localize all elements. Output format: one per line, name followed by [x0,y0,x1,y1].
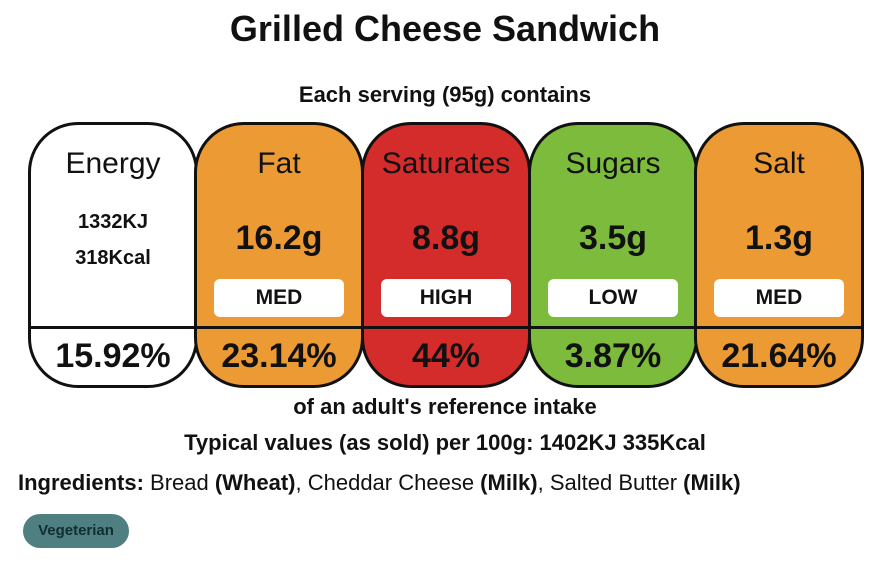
nutrient-percent: 21.64% [721,337,837,375]
typical-values: Typical values (as sold) per 100g: 1402K… [184,430,706,455]
card-divider [197,326,361,329]
vegetarian-tag[interactable]: Vegeterian [23,514,129,548]
page-title: Grilled Cheese Sandwich [229,8,661,49]
nutrient-value: 16.2g [235,219,323,257]
nutrient-percent: 15.92% [55,337,171,375]
nutrition-cards: Energy 1332KJ 318Kcal 15.92% Fat 16.2g M… [28,122,864,388]
level-badge: HIGH [381,279,511,317]
nutrient-name: Salt [753,147,805,180]
level-badge: MED [714,279,844,317]
fat-card: Fat 16.2g MED 23.14% [194,122,364,388]
nutrient-value: 1.3g [744,219,814,257]
energy-card: Energy 1332KJ 318Kcal 15.92% [28,122,198,388]
card-divider [31,326,195,329]
nutrient-percent: 23.14% [221,337,337,375]
allergen-text: (Milk) [480,470,538,495]
saturates-card: Saturates 8.8g HIGH 44% [361,122,531,388]
serving-info: Each serving (95g) contains [298,82,592,107]
card-divider [364,326,528,329]
level-badge: LOW [548,279,678,317]
ingredients-label: Ingredients: [18,470,144,495]
level-badge: MED [214,279,344,317]
nutrient-name: Sugars [565,147,661,180]
card-divider [697,326,861,329]
nutrient-value: 3.5g [578,219,648,257]
ingredients-line: Ingredients: Bread (Wheat), Cheddar Chee… [18,470,878,496]
energy-kcal: 318Kcal [75,247,151,269]
nutrient-name: Fat [257,147,301,180]
nutrient-name: Saturates [381,147,511,180]
nutrient-percent: 44% [411,337,481,375]
nutrient-value: 8.8g [411,219,481,257]
ingredient-text: , Cheddar Cheese [295,470,481,495]
nutrient-name: Energy [65,147,161,180]
nutrient-percent: 3.87% [564,337,662,375]
reference-intake-note: of an adult's reference intake [293,394,597,419]
energy-kj: 1332KJ [77,211,149,233]
salt-card: Salt 1.3g MED 21.64% [694,122,864,388]
ingredient-text: Bread [143,470,215,495]
card-divider [531,326,695,329]
allergen-text: (Milk) [683,470,741,495]
sugars-card: Sugars 3.5g LOW 3.87% [528,122,698,388]
allergen-text: (Wheat) [214,470,296,495]
ingredient-text: , Salted Butter [537,470,684,495]
